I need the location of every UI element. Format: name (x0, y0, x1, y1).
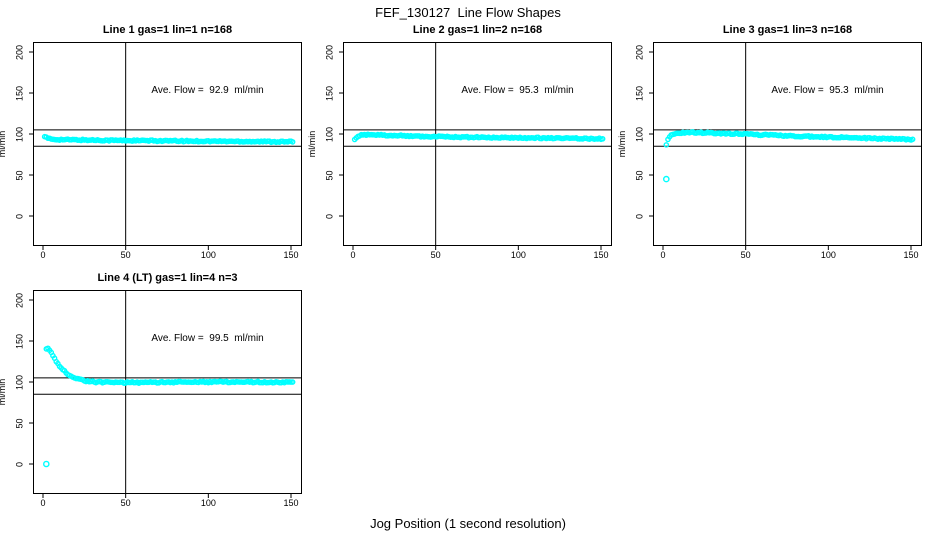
x-tick-label: 0 (40, 498, 46, 508)
ave-flow-annotation: Ave. Flow = 99.5 ml/min (151, 333, 264, 344)
data-point (909, 136, 916, 143)
data-point (289, 379, 296, 385)
x-tick-label: 150 (283, 250, 299, 260)
y-tick-label: 150 (14, 85, 25, 101)
y-tick-label: 150 (324, 85, 335, 101)
data-point (663, 142, 670, 148)
y-axis-label: ml/min (307, 130, 317, 158)
y-tick-label: 0 (324, 213, 335, 219)
x-tick-label: 50 (430, 250, 441, 260)
plot-area (29, 291, 301, 498)
x-tick-label: 150 (283, 498, 299, 508)
x-tick-label: 50 (120, 498, 131, 508)
y-axis-label: ml/min (0, 378, 7, 406)
y-tick-label: 150 (14, 333, 25, 349)
x-tick-label: 100 (200, 250, 216, 260)
ave-flow-annotation: Ave. Flow = 95.3 ml/min (461, 85, 574, 96)
y-tick-label: 0 (14, 213, 25, 219)
y-tick-label: 150 (634, 85, 645, 101)
data-point (599, 136, 606, 142)
y-tick-label: 200 (634, 44, 645, 60)
y-tick-label: 50 (14, 418, 25, 429)
x-tick-label: 0 (350, 250, 356, 260)
x-tick-label: 100 (820, 250, 836, 260)
subplot-title: Line 3 gas=1 lin=3 n=168 (722, 24, 853, 36)
y-axis-label: ml/min (0, 130, 7, 158)
plot-area (29, 43, 301, 250)
subplot-title: Line 1 gas=1 lin=1 n=168 (102, 24, 233, 36)
y-tick-label: 0 (14, 461, 25, 467)
subplot-line1: Line 1 gas=1 lin=1 n=168 Ave. Flow = 92.… (0, 24, 302, 260)
y-tick-label: 0 (634, 213, 645, 219)
y-tick-label: 100 (324, 126, 335, 142)
x-tick-label: 50 (740, 250, 751, 260)
subplot-title: Line 2 gas=1 lin=2 n=168 (412, 24, 543, 36)
x-tick-label: 150 (903, 250, 919, 260)
y-tick-label: 200 (14, 44, 25, 60)
subplot-line2: Line 2 gas=1 lin=2 n=168 Ave. Flow = 95.… (307, 24, 612, 260)
chart-title: FEF_130127 Line Flow Shapes (375, 5, 561, 20)
y-axis-label: ml/min (617, 130, 627, 158)
ave-flow-annotation: Ave. Flow = 95.3 ml/min (771, 85, 884, 96)
y-tick-label: 50 (634, 170, 645, 181)
y-tick-label: 50 (324, 170, 335, 181)
ave-flow-annotation: Ave. Flow = 92.9 ml/min (151, 85, 264, 96)
x-axis-title: Jog Position (1 second resolution) (370, 516, 566, 531)
x-tick-label: 100 (200, 498, 216, 508)
y-tick-label: 200 (14, 292, 25, 308)
y-tick-label: 100 (14, 374, 25, 390)
y-tick-label: 200 (324, 44, 335, 60)
subplot-title: Line 4 (LT) gas=1 lin=4 n=3 (97, 272, 238, 284)
subplot-line4: Line 4 (LT) gas=1 lin=4 n=3 Ave. Flow = … (0, 272, 302, 508)
x-tick-label: 50 (120, 250, 131, 260)
x-tick-label: 150 (593, 250, 609, 260)
plot-area (339, 43, 611, 250)
x-tick-label: 100 (510, 250, 526, 260)
x-tick-label: 0 (660, 250, 666, 260)
plot-area (649, 43, 921, 250)
outlier-point (663, 175, 670, 183)
data-point (289, 139, 296, 145)
subplot-line3: Line 3 gas=1 lin=3 n=168 Ave. Flow = 95.… (617, 24, 922, 260)
y-tick-label: 100 (14, 126, 25, 142)
x-tick-label: 0 (40, 250, 46, 260)
outlier-point (43, 460, 50, 468)
y-tick-label: 100 (634, 126, 645, 142)
y-tick-label: 50 (14, 170, 25, 181)
